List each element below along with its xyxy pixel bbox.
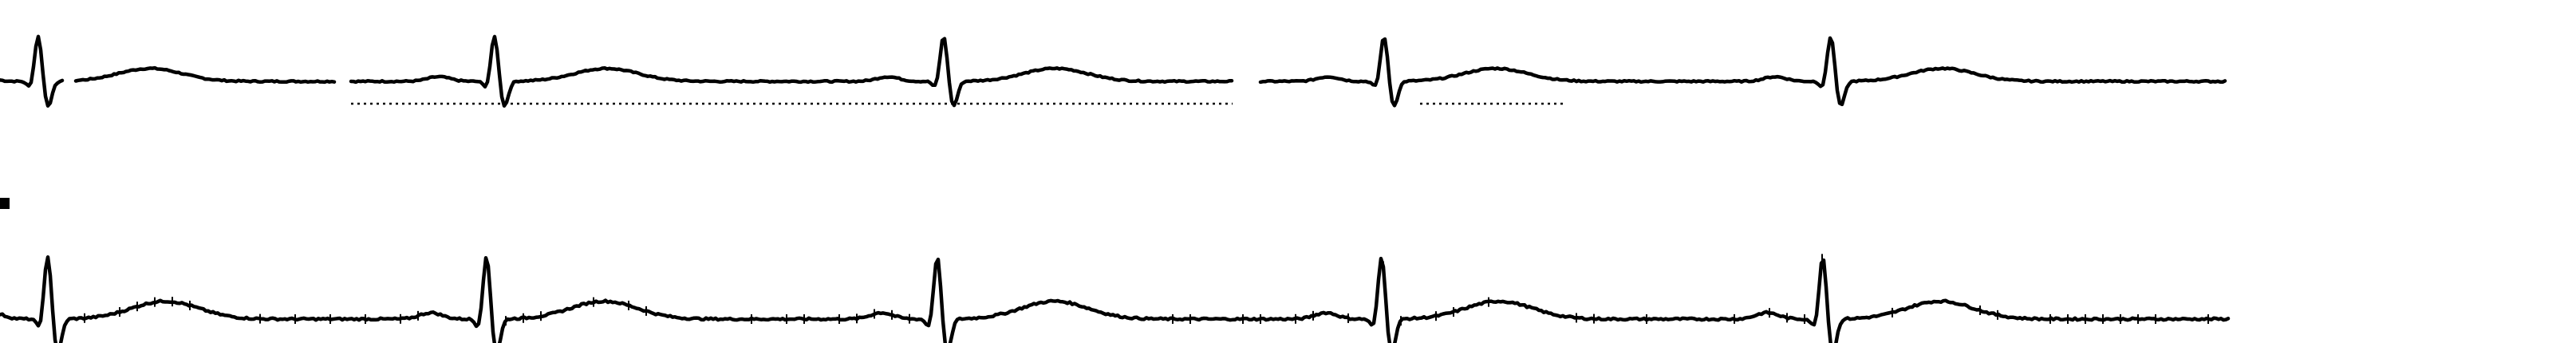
trace-segment-2	[73, 65, 337, 85]
trace-segment-4	[1258, 36, 2227, 108]
trace-continuous	[0, 255, 2231, 343]
lead-marker	[0, 198, 10, 209]
trace-segment-3	[349, 34, 1234, 108]
trace-segment-1	[0, 34, 65, 108]
ecg-strip-bottom	[0, 254, 2231, 343]
ecg-strip-top	[0, 34, 2227, 108]
